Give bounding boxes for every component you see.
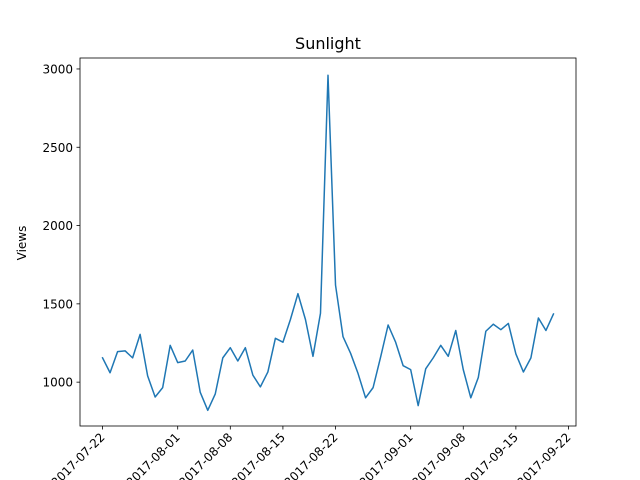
y-tick-label: 3000 <box>42 62 73 76</box>
series-line-0 <box>101 74 555 412</box>
y-tick-label: 1500 <box>42 297 73 311</box>
y-axis-label: Views <box>15 226 29 261</box>
y-tick-label: 2000 <box>42 219 73 233</box>
y-tick-label: 2500 <box>42 141 73 155</box>
plot-area: 1000 1500 2000 2500 3000 2017-07-22 2017-08-01… <box>42 57 577 480</box>
chart-title: Sunlight <box>295 34 361 53</box>
x-tick-label: 2017-09-08 <box>409 430 468 480</box>
x-tick-label: 2017-07-22 <box>48 430 107 480</box>
x-tick-label: 2017-08-22 <box>281 430 340 480</box>
x-tick-label: 2017-08-08 <box>176 430 235 480</box>
x-tick-label: 2017-09-01 <box>357 430 416 480</box>
x-tick-label: 2017-08-15 <box>229 430 288 480</box>
x-tick-label: 2017-09-15 <box>462 430 521 480</box>
y-tick-label: 1000 <box>42 376 73 390</box>
plot-frame <box>79 57 577 427</box>
x-tick-label: 2017-09-22 <box>514 430 573 480</box>
x-tick-label: 2017-08-01 <box>124 430 183 480</box>
